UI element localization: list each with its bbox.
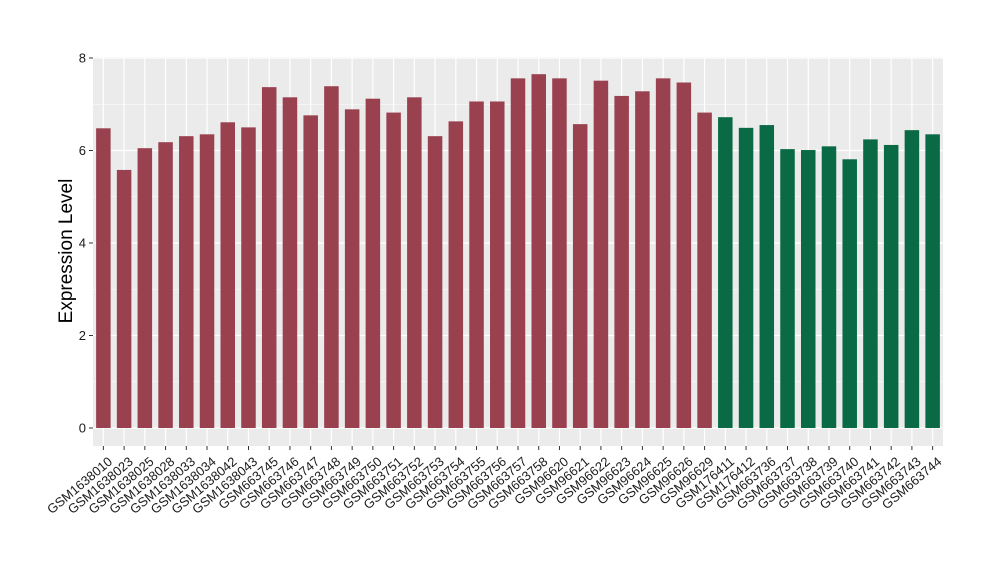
y-tick-label: 8 [79, 51, 86, 66]
bar [241, 127, 256, 428]
bar [490, 101, 505, 428]
bar [282, 97, 298, 428]
bar [552, 78, 567, 428]
bar [407, 97, 422, 428]
bar [925, 134, 940, 428]
y-axis: 0 2 4 6 8 [79, 51, 93, 436]
bar [863, 139, 878, 428]
bar [800, 150, 816, 428]
y-tick-label: 4 [79, 236, 86, 251]
bar [614, 95, 629, 429]
bar [324, 86, 339, 429]
bar [344, 109, 360, 429]
bar [137, 148, 153, 428]
bar [738, 127, 754, 429]
bar [199, 134, 215, 428]
bar [427, 136, 443, 428]
bar [635, 91, 650, 429]
bar [572, 124, 588, 428]
bar [821, 146, 837, 428]
bar [261, 87, 277, 428]
bar [593, 80, 609, 428]
bars [96, 74, 940, 429]
bar [386, 112, 401, 428]
bar [448, 121, 464, 429]
bar [655, 78, 671, 428]
y-tick-label: 2 [79, 328, 86, 343]
bar [158, 142, 173, 429]
bar [116, 169, 132, 429]
bar [676, 82, 692, 428]
x-axis: GSM1638010GSM1638023GSM1638025GSM1638028… [44, 446, 944, 517]
bar [365, 98, 381, 428]
bar [510, 78, 526, 428]
y-tick-label: 0 [79, 421, 86, 436]
y-tick-label: 6 [79, 143, 86, 158]
bar [759, 125, 775, 428]
bar [904, 130, 920, 428]
bar [303, 115, 318, 428]
y-axis-title: Expression Level [56, 179, 77, 324]
bar [883, 144, 899, 428]
bar [469, 101, 484, 428]
bar [96, 128, 111, 429]
bar [842, 159, 857, 428]
bar [531, 74, 546, 428]
bar [697, 112, 712, 428]
bar [179, 136, 194, 428]
bar [220, 122, 236, 428]
bar [718, 117, 733, 428]
bar [780, 149, 795, 429]
